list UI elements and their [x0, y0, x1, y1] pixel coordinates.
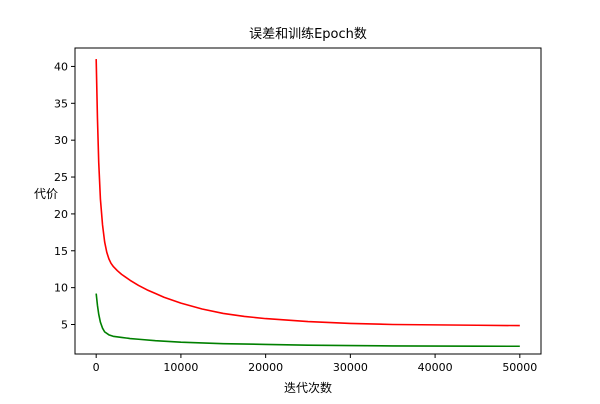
plot-frame [74, 47, 542, 355]
x-axis-label: 迭代次数 [284, 380, 332, 395]
x-tick-label-4: 40000 [418, 361, 453, 374]
y-tick-label-5: 30 [54, 134, 68, 147]
chart-title: 误差和训练Epoch数 [249, 27, 367, 42]
series-line-1 [95, 293, 520, 348]
x-axis: 0 10000 20000 30000 40000 50000 [93, 354, 537, 374]
y-tick-label-6: 35 [54, 97, 68, 110]
x-tick-label-1: 10000 [163, 361, 198, 374]
y-tick-label-4: 25 [54, 171, 68, 184]
y-tick-label-7: 40 [54, 60, 68, 73]
y-tick-label-1: 10 [54, 282, 68, 295]
plot-area [74, 47, 542, 355]
y-tick-label-3: 20 [54, 208, 68, 221]
x-tick-label-5: 50000 [502, 361, 537, 374]
y-tick-label-0: 5 [61, 319, 68, 332]
series-group [95, 59, 520, 348]
y-tick-label-2: 15 [54, 245, 68, 258]
x-tick-label-0: 0 [93, 361, 100, 374]
x-tick-label-2: 20000 [248, 361, 283, 374]
y-axis-label: 代价 [34, 187, 58, 201]
y-axis: 5 10 15 20 25 30 35 40 [54, 60, 75, 332]
x-tick-label-3: 30000 [333, 361, 368, 374]
series-line-0 [95, 59, 520, 327]
